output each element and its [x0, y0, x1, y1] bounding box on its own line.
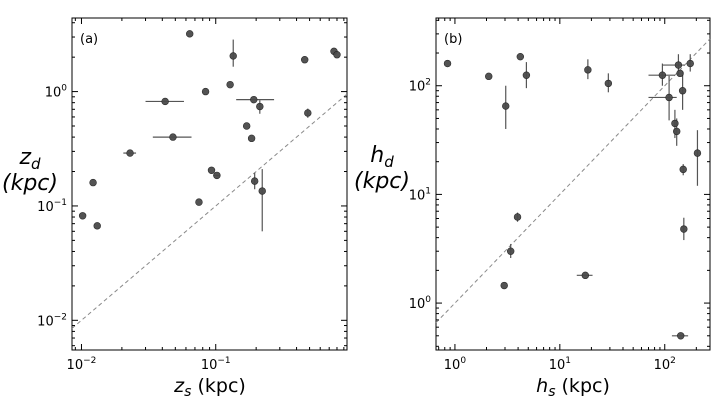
a-data-point	[169, 133, 177, 141]
b-ytick-label: 101	[409, 186, 431, 203]
a-data-point	[126, 149, 134, 157]
panel-b: 100 101 102 100 101 102 (b) hd (kpc) hs (kpc)	[354, 17, 711, 400]
b-data-point	[658, 71, 667, 79]
a-data-point	[161, 97, 169, 106]
a-ytick-label: 100	[45, 84, 68, 101]
a-data-point	[78, 212, 87, 220]
a-data-point	[250, 95, 258, 104]
panel-b-axes-frame	[435, 17, 711, 351]
b-xtick-label: 102	[654, 356, 676, 373]
panel-b-label: (b)	[444, 32, 462, 47]
a-ytick-label: 10−2	[37, 312, 67, 329]
b-data-point	[665, 93, 673, 102]
b-data-point	[522, 71, 531, 79]
panel-a-axes-frame	[71, 17, 348, 351]
b-data-point	[680, 225, 688, 233]
b-data-point	[671, 119, 679, 128]
a-data-point	[229, 52, 237, 60]
a-xtick-label: 10−2	[67, 356, 97, 373]
b-data-point	[679, 165, 687, 174]
b-data-point	[678, 87, 687, 95]
b-data-point	[673, 127, 681, 136]
a-data-point	[304, 109, 312, 117]
a-data-point	[256, 102, 264, 111]
a-data-point	[242, 122, 251, 130]
panel-b-ylabel: hd	[370, 143, 394, 171]
b-data-point	[693, 149, 702, 157]
b-xtick-label: 100	[444, 356, 467, 373]
b-data-point	[513, 213, 522, 221]
a-data-point	[247, 134, 256, 143]
b-data-point	[584, 66, 592, 74]
panel-b-xlabel: hs (kpc)	[536, 375, 610, 400]
a-data-point	[250, 177, 259, 185]
panel-b-ticks: 100 101 102 100 101 102	[409, 18, 710, 373]
a-data-point	[213, 171, 221, 180]
b-data-point	[500, 281, 508, 290]
panel-a-ylabel: zd	[18, 145, 41, 173]
b-ytick-label: 100	[409, 295, 432, 312]
a-data-point	[201, 87, 210, 96]
a-data-point	[207, 166, 216, 174]
a-data-point	[93, 222, 101, 230]
b-data-point	[443, 59, 452, 68]
a-data-point	[195, 198, 203, 206]
b-ytick-label: 102	[409, 78, 431, 95]
b-data-point	[674, 61, 683, 69]
a-xtick-label: 10−1	[201, 356, 231, 373]
panel-a-xlabel: zs (kpc)	[173, 375, 246, 400]
panel-a: 10−2 10−1 10−2 10−1 100 (a) zd (kpc) zs (kpc…	[2, 17, 348, 400]
b-data-point	[676, 69, 684, 78]
a-data-point	[89, 178, 97, 187]
b-data-point	[502, 102, 510, 110]
b-data-point	[677, 332, 685, 340]
b-data-point	[686, 59, 694, 68]
panel-a-reference-line	[71, 93, 348, 329]
panel-a-points	[78, 30, 341, 230]
panel-b-ylabel-unit: (kpc)	[354, 169, 410, 194]
panel-a-ticks: 10−2 10−1 10−2 10−1 100	[37, 18, 347, 373]
panel-b-points	[443, 52, 702, 340]
a-data-point	[186, 30, 194, 38]
a-data-point	[333, 51, 341, 59]
b-data-point	[506, 247, 515, 255]
b-xtick-label: 101	[549, 356, 571, 373]
b-data-point	[485, 72, 493, 81]
a-data-point	[258, 187, 266, 195]
panel-b-reference-line	[435, 38, 711, 324]
panel-a-ylabel-unit: (kpc)	[2, 171, 58, 196]
a-data-point	[226, 80, 234, 89]
panel-a-error-bars	[123, 39, 309, 232]
a-ytick-label: 10−1	[37, 198, 67, 215]
b-data-point	[581, 271, 590, 280]
a-data-point	[301, 56, 309, 64]
b-data-point	[516, 52, 525, 61]
panel-a-label: (a)	[80, 32, 98, 47]
b-data-point	[604, 79, 613, 88]
